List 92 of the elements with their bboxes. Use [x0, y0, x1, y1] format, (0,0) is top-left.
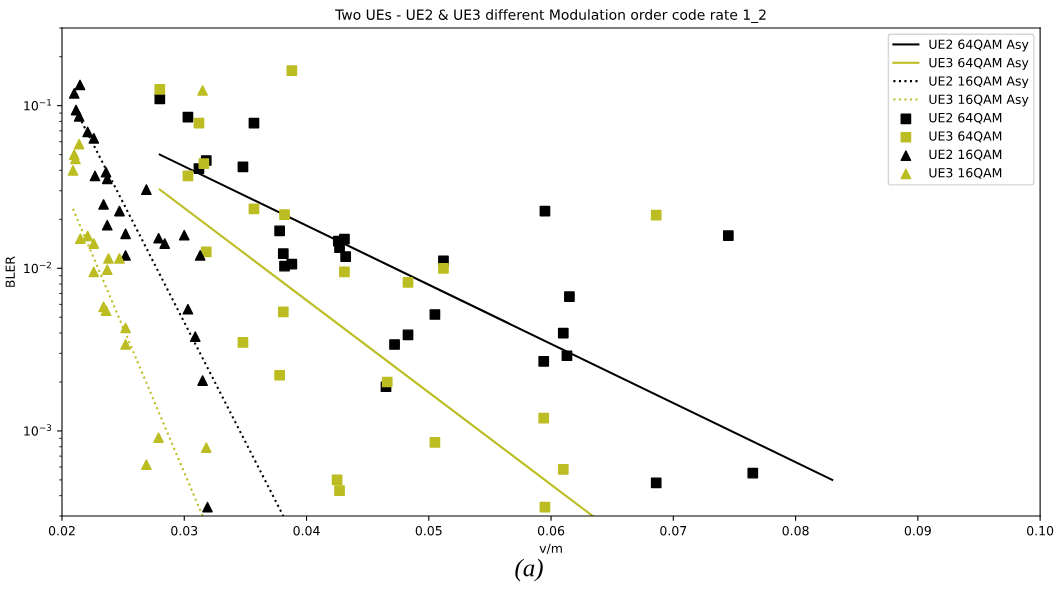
legend-label: UE3 64QAM [929, 131, 1002, 143]
point [67, 165, 79, 176]
point [286, 65, 298, 77]
x-tick-label: 0.04 [293, 525, 320, 536]
point [650, 209, 662, 221]
point [120, 250, 131, 261]
point [722, 230, 734, 241]
point [277, 248, 289, 260]
point [178, 229, 190, 241]
point [120, 228, 131, 240]
point [73, 138, 85, 150]
point [402, 329, 414, 341]
point [277, 306, 289, 318]
point [98, 199, 109, 210]
point [198, 158, 210, 170]
x-tick-label: 0.02 [48, 525, 75, 536]
point [200, 442, 212, 453]
point [88, 238, 100, 249]
y-tick-label: 10$^{−2}$ [24, 261, 51, 274]
point [389, 339, 400, 350]
point [89, 170, 101, 182]
point [153, 432, 164, 443]
point [82, 230, 94, 242]
point [193, 117, 205, 129]
point [274, 369, 285, 381]
point [100, 305, 112, 316]
point [557, 327, 569, 339]
x-tick-label: 0.05 [415, 525, 442, 536]
x-tick-label: 0.06 [537, 525, 565, 536]
legend-label: UE2 64QAM [929, 112, 1002, 124]
point [538, 355, 550, 367]
point [340, 251, 352, 262]
point [114, 205, 125, 217]
point [747, 467, 759, 479]
point [82, 126, 94, 138]
point [402, 276, 414, 288]
point [114, 253, 125, 264]
point [538, 412, 550, 424]
point [248, 117, 260, 129]
point [202, 501, 213, 513]
point [194, 250, 206, 261]
point [141, 459, 152, 471]
point [182, 303, 194, 315]
legend-label: UE3 16QAM Asy [929, 94, 1029, 107]
x-tick-label: 0.10 [1027, 525, 1054, 536]
point [159, 238, 171, 249]
point [73, 110, 85, 122]
point [88, 266, 100, 278]
point [154, 83, 166, 95]
point [334, 485, 345, 496]
legend-label: UE3 16QAM [929, 167, 1002, 179]
point [274, 225, 285, 237]
x-tick-label: 0.07 [660, 525, 687, 536]
point [120, 339, 131, 350]
point [564, 291, 575, 302]
point [279, 209, 290, 220]
point [101, 264, 113, 276]
point [197, 85, 208, 96]
legend-label: UE3 64QAM Asy [929, 57, 1029, 70]
chart-title: Two UEs - UE2 & UE3 different Modulation order code rate 1_2 [335, 9, 766, 23]
point [429, 437, 441, 448]
point [557, 464, 569, 475]
legend-label: UE2 64QAM Asy [929, 39, 1029, 52]
y-tick-label: 10$^{−3}$ [24, 424, 52, 436]
x-tick-label: 0.09 [904, 525, 931, 536]
point [429, 309, 441, 320]
point [286, 258, 298, 270]
y-tick-label: 10$^{−1}$ [24, 99, 52, 111]
point [74, 79, 86, 91]
legend-label: UE2 16QAM [929, 149, 1002, 161]
point [103, 253, 114, 264]
point [120, 322, 131, 334]
x-axis-title: v/m [539, 543, 562, 555]
x-tick-label: 0.08 [782, 525, 809, 536]
point [153, 232, 164, 244]
point [68, 88, 80, 99]
y-axis-title: BLER [5, 256, 15, 287]
legend-label: UE2 16QAM Asy [929, 76, 1029, 89]
x-tick-label: 0.03 [171, 525, 198, 536]
point [74, 233, 86, 245]
point [438, 262, 449, 274]
point [339, 266, 350, 278]
point [88, 132, 100, 144]
point [561, 350, 573, 362]
point [189, 331, 201, 343]
text: (a) [515, 558, 543, 582]
point [197, 375, 208, 386]
point [141, 184, 152, 195]
point [237, 337, 249, 348]
point [381, 376, 393, 388]
point [101, 219, 113, 231]
point [650, 477, 662, 489]
